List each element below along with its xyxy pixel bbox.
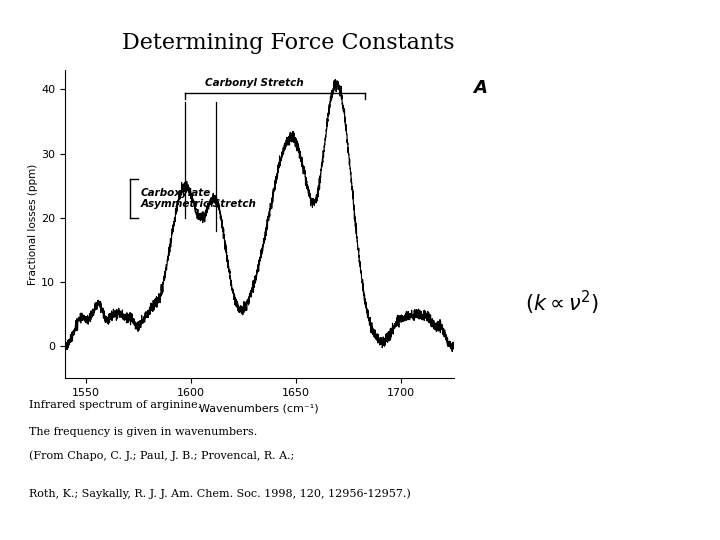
Text: Infrared spectrum of arginine.: Infrared spectrum of arginine. [29,400,201,410]
Text: Carbonyl Stretch: Carbonyl Stretch [204,78,303,87]
Text: (From Chapo, C. J.; Paul, J. B.; Provencal, R. A.;: (From Chapo, C. J.; Paul, J. B.; Provenc… [29,451,294,462]
Text: A: A [473,79,487,97]
X-axis label: Wavenumbers (cm⁻¹): Wavenumbers (cm⁻¹) [199,403,319,413]
Text: The frequency is given in wavenumbers.: The frequency is given in wavenumbers. [29,427,257,437]
Text: $(k \propto \nu^2)$: $(k \propto \nu^2)$ [524,288,599,316]
Y-axis label: Fractional losses (ppm): Fractional losses (ppm) [28,164,38,285]
Text: Roth, K.; Saykally, R. J. J. Am. Chem. Soc. 1998, 120, 12956-12957.): Roth, K.; Saykally, R. J. J. Am. Chem. S… [29,489,410,500]
Text: Determining Force Constants: Determining Force Constants [122,32,454,55]
Text: Carboxylate
Asymmetric Stretch: Carboxylate Asymmetric Stretch [140,188,256,210]
